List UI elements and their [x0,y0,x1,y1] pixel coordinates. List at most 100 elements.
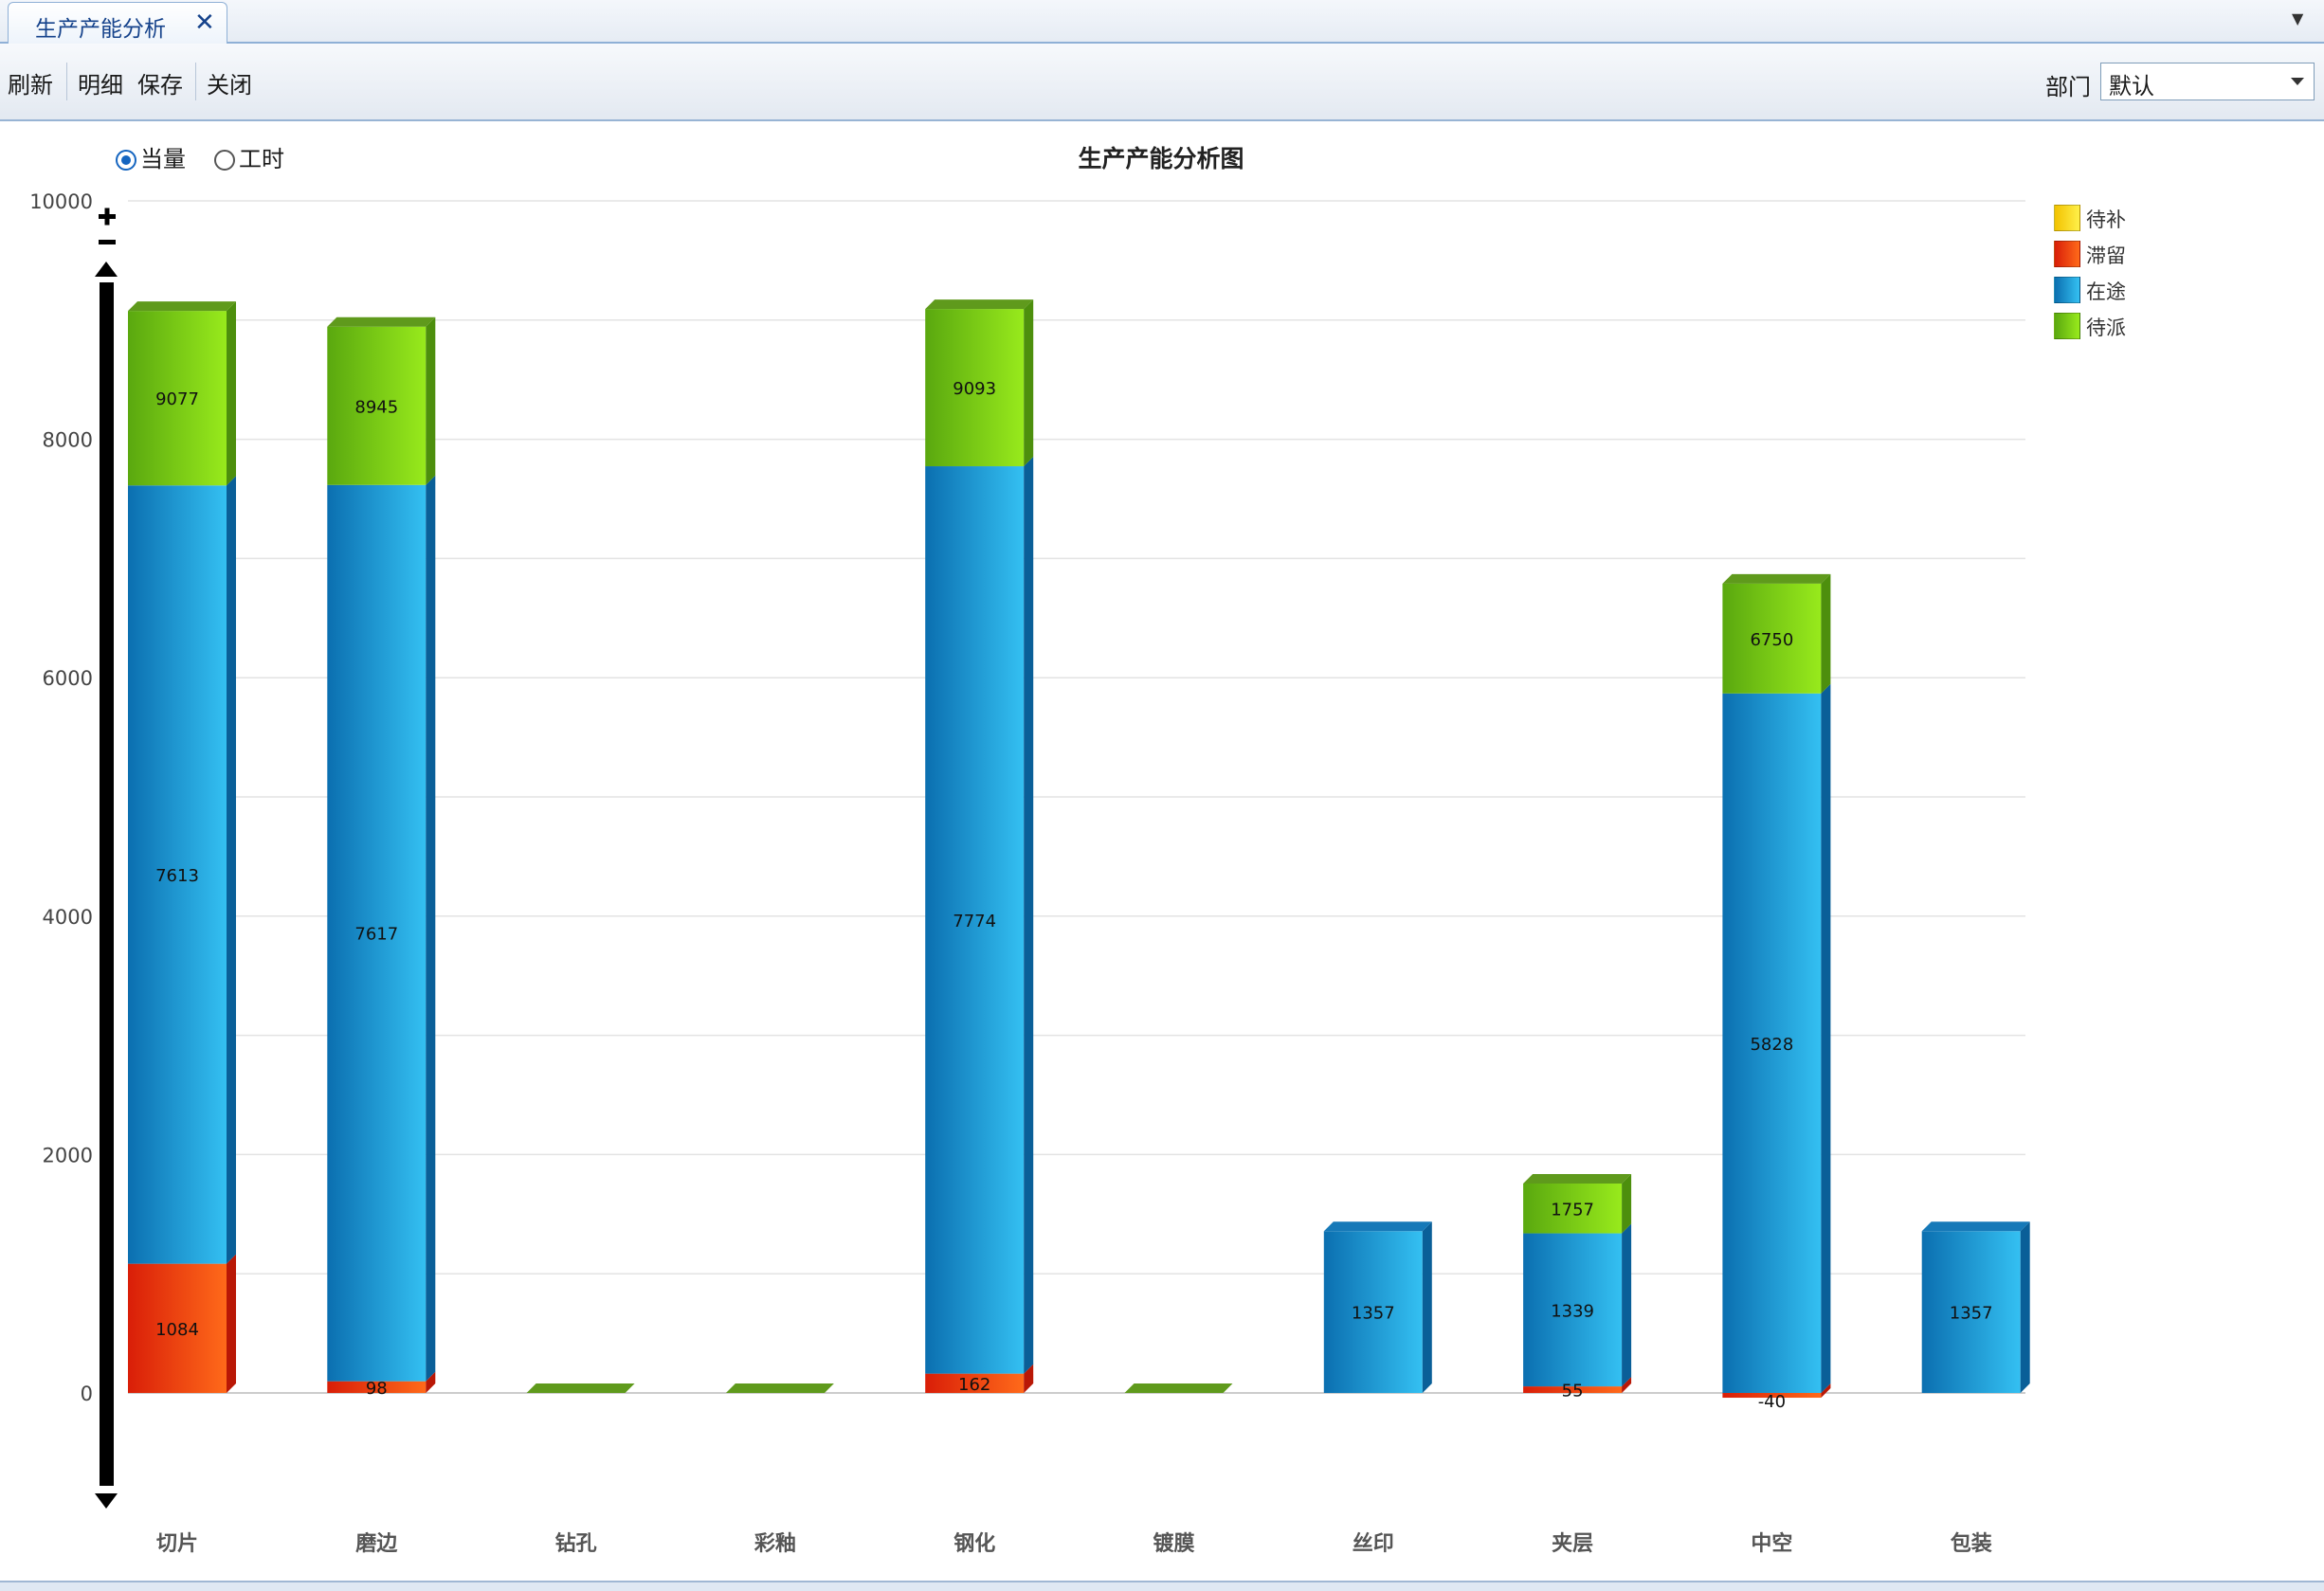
bar-segment[interactable] [327,484,427,1382]
radio-label: 工时 [239,146,284,172]
data-label: 9077 [155,389,199,409]
radio-unchecked-icon[interactable] [214,150,235,171]
bar-segment-side [1024,299,1034,467]
y-tick-label: 6000 [43,667,93,690]
bar-top-cap [1523,1173,1632,1184]
status-strip [0,1581,2324,1591]
radio-label: 当量 [140,146,186,172]
detail-button[interactable]: 明细 [78,72,123,99]
tab-strip: 生产产能分析 ✕ ▼ [0,0,2324,44]
bar-top-cap [725,1383,834,1393]
toolbar: 刷新 明细 保存 关闭 部门 默认 [0,44,2324,121]
x-category-label: 彩釉 [753,1531,796,1556]
bar-segment-side [227,1254,236,1393]
bar-segment-side [1821,573,1831,694]
zoom-in-icon[interactable] [104,208,110,226]
legend-swatch [2054,277,2080,303]
bar-segment[interactable] [1921,1231,2021,1393]
bar-segment[interactable] [1523,1233,1623,1387]
chart-title: 生产产能分析图 [1078,145,1244,172]
bar-segment[interactable] [1523,1386,1623,1393]
bar-segment-side [1024,457,1034,1374]
bar-top-cap [1124,1383,1233,1393]
bar-segment[interactable] [128,1263,227,1393]
tab-production-capacity[interactable]: 生产产能分析 ✕ [8,2,227,44]
data-label: 6750 [1750,630,1793,650]
data-label: 1357 [1352,1304,1395,1324]
radio-work-hours[interactable]: 工时 [214,140,284,173]
arrow-up-icon[interactable] [95,262,118,277]
data-label: 162 [958,1375,990,1395]
close-button[interactable]: 关闭 [207,72,252,99]
data-label: -40 [1758,1392,1786,1412]
toolbar-divider [195,63,196,100]
bar-segment[interactable] [1722,583,1822,694]
bar-segment[interactable] [1722,693,1822,1393]
x-category-label: 镀膜 [1153,1531,1194,1556]
bar-segment[interactable] [1523,1183,1623,1234]
legend-swatch [2054,313,2080,339]
bar-segment[interactable] [327,326,427,485]
bar-top-cap [1921,1221,2030,1232]
x-category-label: 钢化 [953,1531,995,1556]
x-category-label: 磨边 [355,1532,398,1556]
data-label: 7613 [155,866,199,886]
bar-top-cap [1323,1221,1432,1232]
bar-top-cap [128,301,236,312]
radio-equivalent[interactable]: 当量 [116,140,186,173]
close-icon[interactable]: ✕ [194,9,215,37]
bar-segment-side [2020,1221,2030,1393]
department-value: 默认 [2109,73,2154,99]
bar-segment-side [1821,1383,1831,1399]
refresh-button[interactable]: 刷新 [8,72,53,99]
y-tick-label: 8000 [43,429,93,452]
zoom-scrollbar[interactable] [100,282,114,1486]
x-category-label: 切片 [156,1532,198,1556]
legend-label: 待派 [2086,316,2126,339]
legend-label: 在途 [2086,280,2126,303]
bar-top-cap [327,316,436,327]
legend-swatch [2054,241,2080,267]
bar-segment[interactable] [128,485,227,1264]
legend-label: 待补 [2086,208,2126,231]
bar-segment[interactable] [128,311,227,486]
bar-segment-side [1622,1223,1632,1387]
bar-segment[interactable] [327,1381,427,1393]
data-label: 55 [1562,1382,1584,1401]
bar-segment[interactable] [1323,1231,1423,1393]
department-label: 部门 [2045,74,2091,100]
data-label: 9093 [953,379,996,399]
bar-segment[interactable] [925,309,1025,467]
bar-segment[interactable] [925,1373,1025,1393]
bar-top-cap [925,299,1034,310]
bar-segment-side [426,475,436,1382]
y-tick-label: 10000 [29,190,93,213]
x-category-label: 钻孔 [555,1531,597,1556]
data-label: 1357 [1950,1304,1993,1324]
tab-title: 生产产能分析 [35,17,166,42]
x-category-label: 包装 [1951,1531,1992,1556]
y-tick-label: 4000 [43,906,93,929]
bar-segment-side [1024,1364,1034,1393]
data-label: 7617 [354,925,398,945]
bar-segment-side [227,476,236,1264]
radio-checked-icon[interactable] [116,150,136,171]
bar-top-cap [526,1383,635,1393]
bar-segment-side [1622,1377,1632,1393]
arrow-down-icon[interactable] [95,1493,118,1509]
legend-label: 滞留 [2086,244,2126,267]
save-button[interactable]: 保存 [137,72,183,99]
data-label: 8945 [354,397,398,417]
y-tick-label: 0 [81,1383,93,1405]
bar-segment[interactable] [1722,1393,1822,1399]
department-select[interactable]: 默认 [2100,63,2315,100]
zoom-out-icon[interactable] [99,240,116,244]
bar-segment[interactable] [925,466,1025,1374]
x-category-label: 丝印 [1353,1531,1394,1556]
x-category-label: 中空 [1751,1531,1792,1556]
bar-segment-side [1422,1221,1432,1393]
bar-segment-side [1622,1173,1632,1234]
chevron-down-icon[interactable] [2291,78,2304,85]
chevron-down-icon[interactable]: ▼ [2292,9,2304,27]
